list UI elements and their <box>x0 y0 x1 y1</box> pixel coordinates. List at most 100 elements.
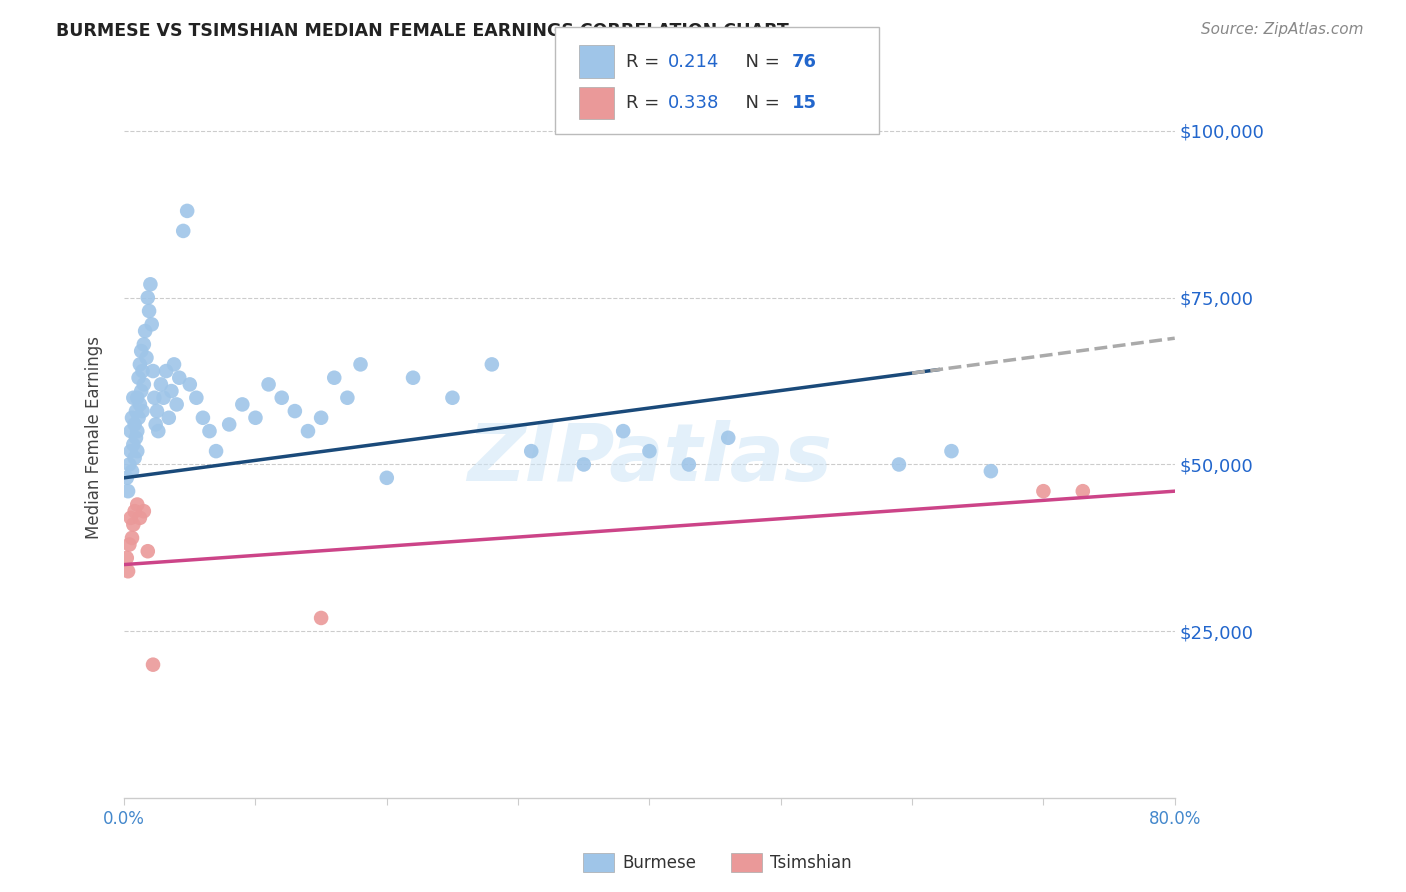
Y-axis label: Median Female Earnings: Median Female Earnings <box>86 336 103 540</box>
Point <box>157 410 180 425</box>
Point <box>198 424 221 438</box>
Point <box>980 464 1002 478</box>
Text: 76: 76 <box>792 53 817 70</box>
Point <box>572 458 595 472</box>
Text: 15: 15 <box>792 94 817 112</box>
Point <box>186 391 208 405</box>
Point <box>125 431 148 445</box>
Point <box>146 404 169 418</box>
Text: BURMESE VS TSIMSHIAN MEDIAN FEMALE EARNINGS CORRELATION CHART: BURMESE VS TSIMSHIAN MEDIAN FEMALE EARNI… <box>56 22 789 40</box>
Point <box>887 458 910 472</box>
Point <box>309 611 332 625</box>
Point <box>375 471 398 485</box>
Point <box>941 444 963 458</box>
Point <box>155 364 177 378</box>
Text: 0.214: 0.214 <box>668 53 720 70</box>
Point <box>118 537 141 551</box>
Text: N =: N = <box>734 94 786 112</box>
Point <box>284 404 307 418</box>
Point <box>135 351 157 365</box>
Point <box>205 444 228 458</box>
Point <box>132 504 155 518</box>
Point <box>1071 484 1094 499</box>
Point <box>121 531 143 545</box>
Point <box>120 511 142 525</box>
Point <box>124 504 146 518</box>
Point <box>128 358 150 372</box>
Point <box>122 437 145 451</box>
Point <box>166 397 188 411</box>
Point <box>441 391 464 405</box>
Point <box>349 358 371 372</box>
Point <box>129 384 152 398</box>
Point <box>245 410 267 425</box>
Text: ZIPatlas: ZIPatlas <box>467 420 832 499</box>
Point <box>128 511 150 525</box>
Point <box>138 304 160 318</box>
Point <box>136 544 159 558</box>
Text: R =: R = <box>626 94 665 112</box>
Point <box>115 471 138 485</box>
Point <box>142 364 165 378</box>
Point <box>176 203 198 218</box>
Point <box>131 364 153 378</box>
Point <box>128 397 150 411</box>
Point <box>121 410 143 425</box>
Point <box>152 391 174 405</box>
Point <box>148 424 170 438</box>
Point <box>717 431 740 445</box>
Point <box>163 358 186 372</box>
Point <box>139 277 162 292</box>
Point <box>297 424 319 438</box>
Text: Burmese: Burmese <box>623 854 697 871</box>
Text: 0.338: 0.338 <box>668 94 720 112</box>
Point <box>160 384 183 398</box>
Point <box>309 410 332 425</box>
Point <box>231 397 253 411</box>
Point <box>402 370 425 384</box>
Point <box>121 464 143 478</box>
Point <box>270 391 292 405</box>
Point <box>134 324 156 338</box>
Point <box>179 377 201 392</box>
Point <box>323 370 346 384</box>
Text: R =: R = <box>626 53 665 70</box>
Point <box>638 444 661 458</box>
Point <box>127 444 149 458</box>
Text: Source: ZipAtlas.com: Source: ZipAtlas.com <box>1201 22 1364 37</box>
Point <box>169 370 191 384</box>
Point <box>678 458 700 472</box>
Point <box>128 370 150 384</box>
Point <box>118 458 141 472</box>
Point <box>132 377 155 392</box>
Point <box>124 450 146 465</box>
Point <box>132 337 155 351</box>
Point <box>257 377 280 392</box>
Point <box>124 417 146 432</box>
Point <box>122 517 145 532</box>
Point <box>117 484 139 499</box>
Point <box>141 318 163 332</box>
Point <box>191 410 214 425</box>
Point <box>128 410 150 425</box>
Point <box>145 417 167 432</box>
Point <box>127 498 149 512</box>
Point <box>481 358 503 372</box>
Point <box>117 564 139 578</box>
Point <box>172 224 194 238</box>
Point <box>218 417 240 432</box>
Point <box>129 344 152 359</box>
Point <box>149 377 172 392</box>
Point <box>115 550 138 565</box>
Point <box>136 291 159 305</box>
Point <box>336 391 359 405</box>
Point <box>131 404 153 418</box>
Point <box>612 424 634 438</box>
Point <box>120 424 142 438</box>
Point <box>1032 484 1054 499</box>
Point <box>125 404 148 418</box>
Point <box>127 424 149 438</box>
Point <box>143 391 166 405</box>
Point <box>120 444 142 458</box>
Point <box>142 657 165 672</box>
